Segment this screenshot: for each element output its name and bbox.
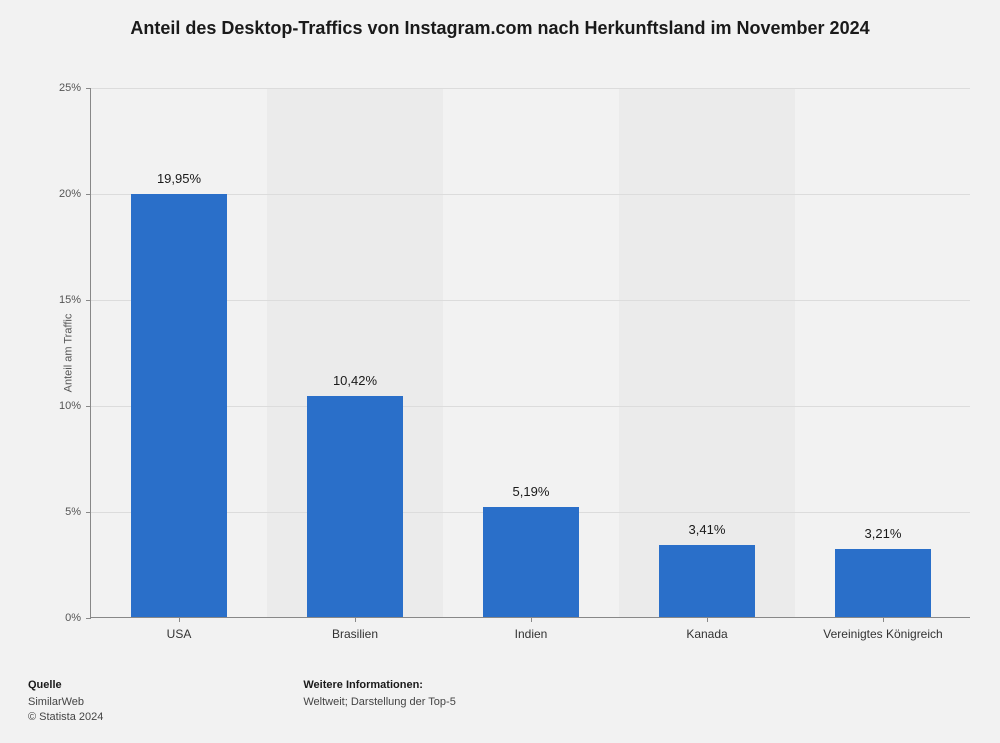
bar-value-label: 3,41% <box>689 522 726 537</box>
chart-container: Anteil des Desktop-Traffics von Instagra… <box>0 0 1000 743</box>
x-tick-label: USA <box>167 627 192 641</box>
bar: 19,95% <box>131 194 228 617</box>
y-tick-mark <box>86 300 91 301</box>
chart-footer: Quelle SimilarWeb © Statista 2024 Weiter… <box>28 678 972 725</box>
info-text: Weltweit; Darstellung der Top-5 <box>303 695 455 710</box>
bar-value-label: 5,19% <box>513 484 550 499</box>
x-tick-label: Brasilien <box>332 627 378 641</box>
y-tick-mark <box>86 512 91 513</box>
bar: 3,21% <box>835 549 932 617</box>
y-tick-label: 15% <box>59 294 81 306</box>
y-tick-label: 20% <box>59 188 81 200</box>
source-heading: Quelle <box>28 678 103 693</box>
bar: 5,19% <box>483 507 580 617</box>
bar-value-label: 3,21% <box>865 526 902 541</box>
gridline <box>91 88 970 89</box>
x-tick-label: Indien <box>515 627 548 641</box>
y-tick-mark <box>86 88 91 89</box>
bar: 10,42% <box>307 396 404 617</box>
bar: 3,41% <box>659 545 756 617</box>
y-tick-label: 10% <box>59 400 81 412</box>
x-tick-mark <box>355 617 356 622</box>
y-tick-label: 25% <box>59 82 81 94</box>
y-tick-label: 0% <box>65 612 81 624</box>
copyright: © Statista 2024 <box>28 710 103 725</box>
x-tick-mark <box>707 617 708 622</box>
y-tick-mark <box>86 618 91 619</box>
y-tick-mark <box>86 406 91 407</box>
source-name: SimilarWeb <box>28 695 103 710</box>
x-tick-mark <box>531 617 532 622</box>
bar-value-label: 19,95% <box>157 171 201 186</box>
plot-area: Anteil am Traffic 0%5%10%15%20%25%19,95%… <box>90 88 970 618</box>
info-block: Weitere Informationen: Weltweit; Darstel… <box>303 678 455 725</box>
x-tick-mark <box>179 617 180 622</box>
plot-stripe <box>619 88 795 617</box>
chart-area: Anteil am Traffic 0%5%10%15%20%25%19,95%… <box>90 88 970 648</box>
x-tick-label: Vereinigtes Königreich <box>823 627 942 641</box>
chart-title: Anteil des Desktop-Traffics von Instagra… <box>0 0 1000 40</box>
y-tick-mark <box>86 194 91 195</box>
y-axis-title: Anteil am Traffic <box>62 313 74 392</box>
x-tick-mark <box>883 617 884 622</box>
y-tick-label: 5% <box>65 506 81 518</box>
x-tick-label: Kanada <box>686 627 727 641</box>
source-block: Quelle SimilarWeb © Statista 2024 <box>28 678 103 725</box>
info-heading: Weitere Informationen: <box>303 678 455 693</box>
bar-value-label: 10,42% <box>333 373 377 388</box>
